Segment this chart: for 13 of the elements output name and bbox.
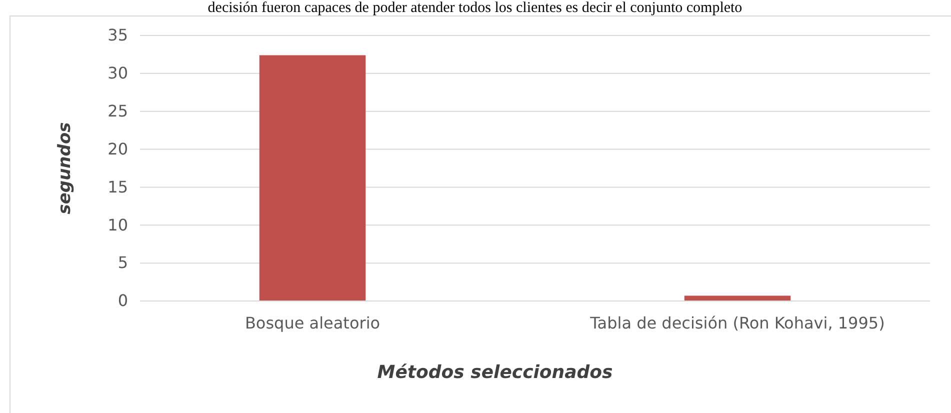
y-tick-label: 35 [108,26,128,45]
y-tick-label: 10 [108,215,128,234]
y-axis-title: segundos [55,122,75,214]
y-tick-label: 5 [118,253,128,272]
x-tick-label: Bosque aleatorio [244,313,380,332]
y-tick-label: 25 [108,101,128,120]
y-tick-label: 20 [108,139,128,158]
y-tick-label: 30 [108,64,128,83]
y-tick-label: 0 [118,291,128,310]
x-axis-title: Métodos seleccionados [377,362,613,383]
y-tick-label: 15 [108,177,128,196]
x-tick-label: Tabla de decisión (Ron Kohavi, 1995) [589,313,885,332]
text: decisión fueron capaces de poder atender todos los clientes es decir el conjunto completo [208,0,742,16]
